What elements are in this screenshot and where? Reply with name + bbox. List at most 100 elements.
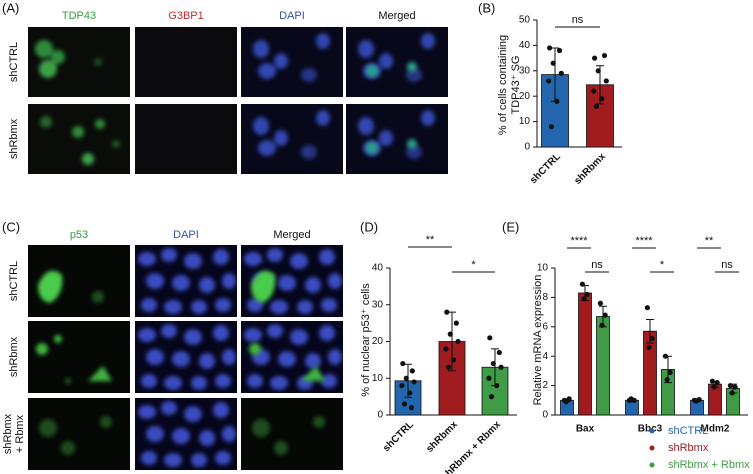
panel-label: (C) (2, 219, 20, 234)
legend-marker (649, 428, 655, 434)
x-tick-label: shCTRL (528, 151, 563, 186)
data-point (646, 344, 652, 350)
micrograph (28, 398, 130, 470)
significance-label: * (471, 259, 476, 271)
data-point (711, 384, 717, 390)
data-point (546, 78, 552, 84)
micrograph (135, 398, 237, 470)
column-label: p53 (70, 229, 88, 241)
y-axis-label: Relative mRNA expression (532, 275, 544, 406)
column-label: G3BP1 (168, 10, 203, 22)
row-label: shCTRL (8, 42, 20, 82)
significance-label: ** (426, 234, 435, 246)
micrograph (28, 245, 130, 317)
data-point (644, 305, 651, 311)
y-axis-label: % of cells containing (497, 35, 509, 135)
y-tick-label: 10 (519, 116, 531, 127)
data-point (556, 47, 563, 54)
data-point (597, 300, 604, 306)
data-point (599, 322, 605, 328)
micrograph (28, 321, 130, 393)
data-point (667, 369, 673, 375)
data-point (709, 378, 716, 384)
x-tick-label: Bbc3 (638, 424, 663, 435)
data-point (399, 383, 405, 389)
panel-label: (D) (360, 219, 378, 234)
data-point (494, 383, 500, 389)
y-tick-label: 40 (519, 40, 531, 51)
y-axis-label: TDP43⁺ SG (510, 56, 522, 115)
micrograph (135, 27, 237, 97)
bar (643, 330, 657, 416)
y-tick-label: 10 (537, 263, 549, 274)
data-point (451, 357, 457, 363)
data-point (403, 375, 409, 381)
data-point (445, 364, 452, 370)
legend-label: shCTRL (668, 425, 708, 437)
y-tick-label: 4 (542, 351, 548, 362)
row-label: + Rbmx (14, 414, 26, 453)
data-point (592, 55, 598, 61)
y-tick-label: 6 (542, 321, 548, 332)
panel-label: (B) (478, 0, 495, 15)
data-point (455, 338, 461, 345)
significance-label: ns (572, 14, 584, 26)
data-point (693, 398, 699, 404)
column-label: TDP43 (62, 10, 96, 22)
data-point (591, 88, 597, 94)
data-point (581, 296, 587, 302)
data-point (498, 364, 504, 370)
micrograph (241, 321, 343, 393)
data-point (411, 379, 417, 385)
data-point (584, 291, 590, 298)
panel-label: (A) (2, 0, 19, 15)
data-point (487, 335, 493, 341)
data-point (563, 399, 569, 405)
significance-label: ns (721, 259, 733, 271)
significance-label: ** (705, 235, 714, 247)
row-label: shRbmx (8, 336, 20, 377)
y-tick-label: 20 (372, 336, 384, 347)
data-point (601, 52, 608, 59)
x-tick-label: shRbmx (424, 419, 460, 455)
data-point (447, 331, 453, 337)
row-label: shRbmx (8, 118, 20, 159)
data-point (490, 360, 496, 367)
bar (586, 84, 614, 148)
data-point (579, 281, 586, 287)
data-point (486, 375, 492, 381)
column-label: DAPI (279, 10, 305, 22)
data-point (488, 394, 495, 400)
y-axis-label: % of nuclear p53⁺ cells (360, 283, 372, 397)
data-point (554, 98, 560, 104)
y-tick-label: 30 (519, 65, 531, 76)
y-tick-label: 20 (519, 91, 531, 102)
data-point (558, 70, 564, 76)
y-tick-label: 0 (542, 410, 548, 421)
data-point (548, 124, 555, 130)
y-tick-label: 8 (542, 292, 548, 303)
y-tick-label: 50 (519, 15, 531, 26)
data-point (401, 401, 408, 407)
bar (625, 399, 639, 416)
data-point (496, 349, 502, 356)
micrograph (135, 321, 237, 393)
legend-label: shRbmx + Rbmx (668, 459, 750, 471)
panel-c-images (28, 245, 343, 470)
legend-marker (649, 445, 655, 451)
data-point (547, 45, 553, 51)
data-point (408, 405, 415, 411)
bar (578, 292, 592, 416)
data-point (662, 353, 669, 359)
significance-label: ns (591, 259, 603, 271)
y-tick-label: 2 (542, 380, 548, 391)
micrograph (346, 27, 448, 97)
y-tick-label: 0 (524, 142, 530, 153)
data-point (550, 60, 556, 66)
significance-label: **** (635, 235, 653, 247)
micrograph (28, 104, 130, 174)
micrograph (241, 398, 343, 470)
micrograph (135, 104, 237, 174)
column-label: Merged (378, 10, 415, 22)
